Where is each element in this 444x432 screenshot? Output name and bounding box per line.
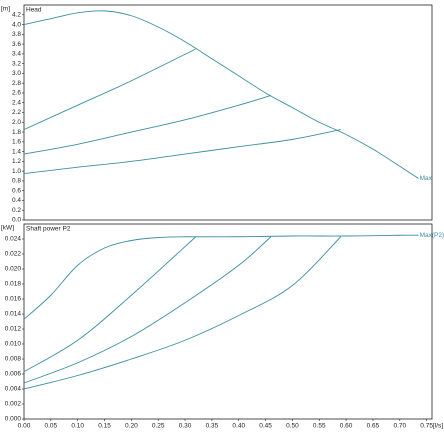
x-tick-label: 0.45 <box>259 423 272 430</box>
y-axis-label: [m] <box>1 6 10 13</box>
x-tick-label: 0.40 <box>232 423 245 430</box>
curve <box>23 10 419 179</box>
y-tick-label: 0.024 <box>5 236 22 243</box>
curve <box>23 236 342 390</box>
curve-label: Max(P2) <box>420 232 444 239</box>
x-tick-label: 0.55 <box>313 423 326 430</box>
x-tick-label: 0.15 <box>98 423 111 430</box>
y-tick-label: 0.000 <box>5 416 22 423</box>
y-tick-label: 0.4 <box>12 197 21 204</box>
y-tick-label: 0.8 <box>12 178 21 185</box>
x-tick-label: 0.35 <box>206 423 219 430</box>
x-tick-label: 0.70 <box>393 423 406 430</box>
y-tick-label: 1.2 <box>12 158 21 165</box>
y-tick-label: 4.0 <box>12 21 21 28</box>
x-tick-label: 0.75 <box>420 423 433 430</box>
y-tick-label: 0.016 <box>5 296 22 303</box>
y-tick-label: 0.006 <box>5 371 22 378</box>
y-tick-label: 0.008 <box>5 356 22 363</box>
panel-title: Shaft power P2 <box>26 226 71 233</box>
y-tick-label: 2.8 <box>12 80 21 87</box>
curve <box>23 48 196 131</box>
x-tick-label: 0.30 <box>179 423 192 430</box>
x-tick-label: 0.00 <box>18 423 31 430</box>
x-tick-label: 0.25 <box>152 423 165 430</box>
curve <box>23 234 419 320</box>
y-tick-label: 3.8 <box>12 31 21 38</box>
y-tick-label: 0.022 <box>5 251 22 258</box>
y-tick-label: 0.014 <box>5 311 22 318</box>
curve-label: Max <box>420 175 433 182</box>
y-tick-label: 0.0 <box>12 217 21 224</box>
y-tick-label: 2.2 <box>12 109 21 116</box>
curve <box>23 236 197 373</box>
plot-frame <box>23 4 433 221</box>
y-tick-label: 3.6 <box>12 41 21 48</box>
curve <box>23 236 272 384</box>
y-tick-label: 0.012 <box>5 326 22 333</box>
y-tick-label: 3.4 <box>12 51 21 58</box>
x-tick-label: 0.05 <box>45 423 58 430</box>
y-tick-label: 0.010 <box>5 341 22 348</box>
y-tick-label: 3.2 <box>12 60 21 67</box>
y-tick-label: 2.4 <box>12 99 21 106</box>
curve <box>23 94 272 155</box>
y-tick-label: 2.6 <box>12 90 21 97</box>
x-axis-label: [l/s] <box>433 423 443 430</box>
y-tick-label: 1.0 <box>12 168 21 175</box>
x-tick-label: 0.60 <box>340 423 353 430</box>
curve <box>23 129 341 175</box>
y-tick-label: 0.018 <box>5 281 22 288</box>
y-axis-label: [kW] <box>1 225 14 232</box>
panel-title: Head <box>26 7 42 14</box>
y-tick-label: 0.002 <box>5 401 22 408</box>
y-tick-label: 0.2 <box>12 207 21 214</box>
y-tick-label: 0.020 <box>5 266 22 273</box>
y-tick-label: 0.004 <box>5 386 22 393</box>
x-tick-label: 0.10 <box>71 423 84 430</box>
y-tick-label: 2.0 <box>12 119 21 126</box>
y-tick-label: 4.2 <box>12 11 21 18</box>
y-tick-label: 0.6 <box>12 187 21 194</box>
x-tick-label: 0.50 <box>286 423 299 430</box>
x-tick-label: 0.20 <box>125 423 138 430</box>
y-tick-label: 1.6 <box>12 139 21 146</box>
y-tick-label: 1.4 <box>12 148 21 155</box>
y-tick-label: 3.0 <box>12 70 21 77</box>
x-tick-label: 0.65 <box>367 423 380 430</box>
y-tick-label: 1.8 <box>12 129 21 136</box>
plot-frame <box>23 223 433 420</box>
